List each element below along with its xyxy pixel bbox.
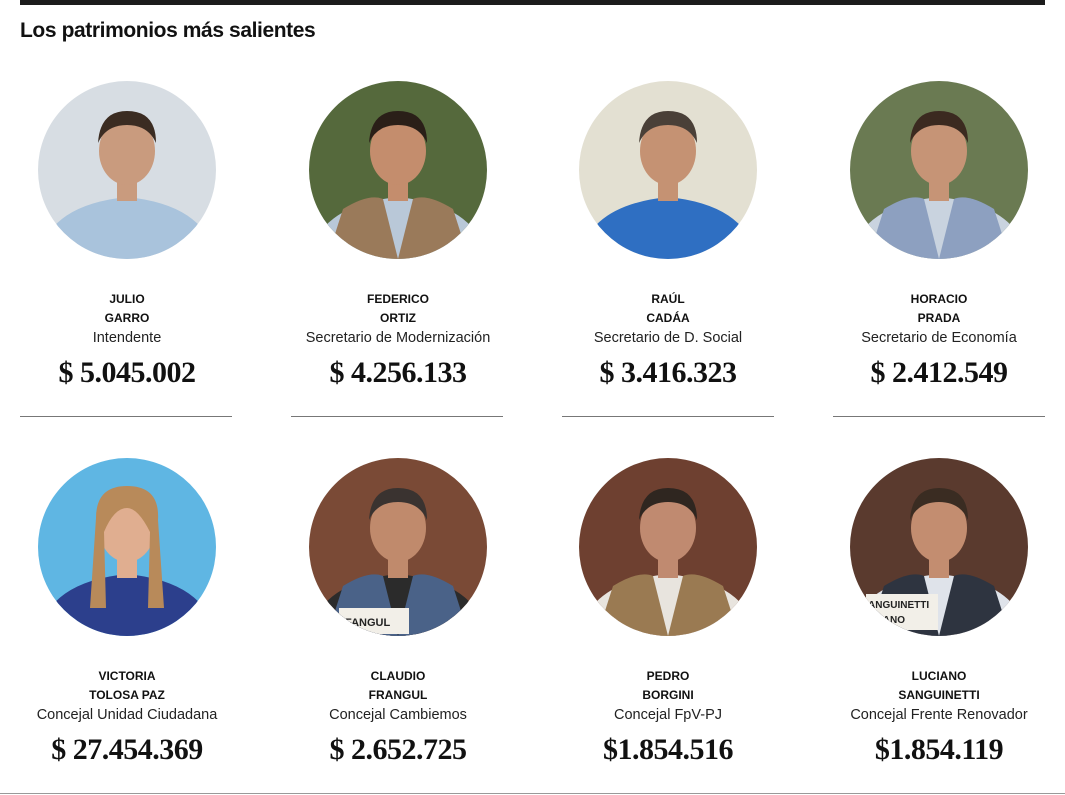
portrait-photo: FANGUL: [309, 458, 487, 636]
portrait-illustration: [850, 81, 1028, 259]
portrait-photo: [309, 81, 487, 259]
first-name: LUCIANO: [911, 669, 967, 683]
last-name: GARRO: [104, 311, 150, 325]
asset-amount: $ 2.412.549: [870, 356, 1009, 389]
person-card: RAÚL CADÁA Secretario de D. Social $ 3.4…: [538, 81, 798, 390]
portrait-photo: [38, 81, 216, 259]
portrait-photo: [579, 458, 757, 636]
portrait-photo: [579, 81, 757, 259]
person-card: FEDERICO ORTIZ Secretario de Modernizaci…: [268, 81, 528, 390]
portrait-photo: [850, 81, 1028, 259]
role-title: Concejal Cambiemos: [329, 707, 467, 723]
portrait-photo: [38, 458, 216, 636]
role-title: Concejal Frente Renovador: [850, 707, 1028, 723]
first-name: CLAUDIO: [370, 669, 426, 683]
person-card: VICTORIA TOLOSA PAZ Concejal Unidad Ciud…: [0, 458, 257, 767]
row-divider: [291, 416, 503, 417]
row-divider: [562, 416, 774, 417]
asset-amount: $ 5.045.002: [58, 356, 197, 389]
last-name: FRANGUL: [368, 688, 428, 702]
asset-amount: $1.854.516: [603, 733, 734, 766]
asset-amount: $ 2.652.725: [329, 733, 468, 766]
first-name: HORACIO: [910, 292, 968, 306]
portrait-illustration: [38, 458, 216, 636]
name-plate-text: FANGUL: [345, 617, 391, 629]
person-card: FANGUL CLAUDIO FRANGUL Concejal Cambiemo…: [268, 458, 528, 767]
last-name: PRADA: [917, 311, 961, 325]
role-title: Intendente: [92, 330, 162, 346]
portrait-illustration: FANGUL: [309, 458, 487, 636]
last-name: TOLOSA PAZ: [89, 688, 165, 702]
first-name: RAÚL: [651, 292, 685, 306]
first-name: VICTORIA: [98, 669, 156, 683]
portrait-illustration: [579, 458, 757, 636]
page-title: Los patrimonios más salientes: [20, 19, 316, 42]
asset-amount: $ 3.416.323: [599, 356, 738, 389]
role-title: Secretario de Economía: [861, 330, 1017, 346]
portrait-illustration: [579, 81, 757, 259]
person-card: HORACIO PRADA Secretario de Economía $ 2…: [809, 81, 1065, 390]
row-divider: [833, 416, 1045, 417]
bottom-rule: [0, 793, 1065, 794]
first-name: JULIO: [109, 292, 145, 306]
asset-amount: $ 27.454.369: [51, 733, 203, 766]
role-title: Secretario de Modernización: [305, 330, 491, 346]
first-name: PEDRO: [646, 669, 690, 683]
role-title: Concejal FpV-PJ: [614, 707, 722, 723]
last-name: BORGINI: [642, 688, 694, 702]
last-name: ORTIZ: [380, 311, 416, 325]
name-plate-text: IANO: [880, 615, 905, 626]
person-card: PEDRO BORGINI Concejal FpV-PJ $1.854.516: [538, 458, 798, 767]
last-name: CADÁA: [646, 311, 690, 325]
asset-amount: $1.854.119: [874, 733, 1004, 766]
name-plate-text: ANGUINETTI: [868, 600, 929, 611]
asset-amount: $ 4.256.133: [329, 356, 468, 389]
row-divider: [20, 416, 232, 417]
last-name: SANGUINETTI: [898, 688, 980, 702]
portrait-photo: ANGUINETTI IANO: [850, 458, 1028, 636]
portrait-illustration: ANGUINETTI IANO: [850, 458, 1028, 636]
person-card: ANGUINETTI IANO LUCIANO SANGUINETTI Conce…: [809, 458, 1065, 767]
portrait-illustration: [38, 81, 216, 259]
person-card: JULIO GARRO Intendente $ 5.045.002: [0, 81, 257, 390]
first-name: FEDERICO: [366, 292, 429, 306]
top-rule: [20, 0, 1045, 5]
portrait-illustration: [309, 81, 487, 259]
role-title: Concejal Unidad Ciudadana: [36, 707, 218, 723]
role-title: Secretario de D. Social: [593, 330, 743, 346]
